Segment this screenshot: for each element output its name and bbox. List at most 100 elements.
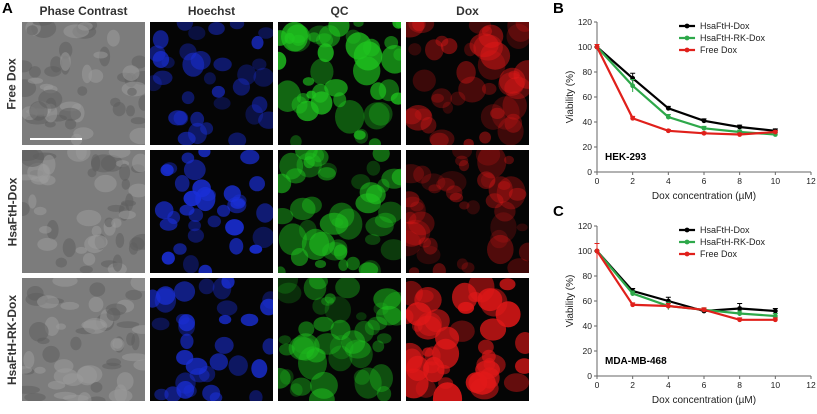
series-line-free dox xyxy=(596,250,776,321)
data-point-hsafth-rk-dox xyxy=(630,83,636,89)
panel-c-letter: C xyxy=(553,203,564,220)
column-header-phase-contrast: Phase Contrast xyxy=(39,4,128,18)
row-label-hsafth-dox: HsaFtH-Dox xyxy=(5,177,20,246)
data-point-free dox xyxy=(594,44,600,50)
y-tick-label: 40 xyxy=(583,117,593,127)
y-tick-label: 120 xyxy=(578,221,592,231)
data-point-free dox xyxy=(665,303,671,309)
legend-marker xyxy=(684,251,690,257)
x-tick-label: 8 xyxy=(737,176,742,186)
legend-marker xyxy=(684,23,690,29)
cell-line-label: HEK-293 xyxy=(605,152,647,163)
data-point-hsafth-dox xyxy=(737,306,743,311)
series-line-free dox xyxy=(596,46,776,136)
legend-label: HsaFtH-RK-Dox xyxy=(700,237,766,247)
y-tick-label: 60 xyxy=(583,92,593,102)
x-axis-label: Dox concentration (µM) xyxy=(652,395,756,406)
data-point-free dox xyxy=(594,248,600,254)
series-line-hsafth-rk-dox xyxy=(596,46,776,136)
y-tick-label: 80 xyxy=(583,271,593,281)
legend-label: HsaFtH-RK-Dox xyxy=(700,33,766,43)
legend-marker xyxy=(684,47,690,53)
legend-marker xyxy=(684,239,690,245)
data-point-hsafth-dox xyxy=(737,124,743,130)
series-line-hsafth-dox xyxy=(596,250,776,313)
data-point-free dox xyxy=(665,128,671,134)
y-tick-label: 100 xyxy=(578,246,592,256)
legend-label: HsaFtH-Dox xyxy=(700,225,750,235)
y-tick-label: 0 xyxy=(587,167,592,177)
x-tick-label: 10 xyxy=(771,380,781,390)
column-header-qc: QC xyxy=(330,4,349,18)
micrograph-phase-contrast-row-1 xyxy=(22,22,145,145)
micrograph-phase-contrast-row-3 xyxy=(22,278,145,401)
y-tick-label: 20 xyxy=(583,142,593,152)
data-point-free dox xyxy=(701,307,707,313)
y-tick-label: 80 xyxy=(583,67,593,77)
data-point-free dox xyxy=(701,130,707,136)
data-point-hsafth-rk-dox xyxy=(772,313,778,319)
y-tick-label: 100 xyxy=(578,42,592,52)
chart-b-hek293: 0 20 40 60 80 100 120 0 2 4 6 8 10 12 Dox concentratio… xyxy=(555,14,817,206)
chart-c-mda-mb-468: 0 20 40 60 80 100 120 0 2 4 6 8 10 12 Dox concentratio… xyxy=(555,218,817,410)
x-tick-label: 12 xyxy=(806,176,816,186)
data-point-hsafth-dox xyxy=(701,118,707,124)
x-tick-label: 10 xyxy=(771,176,781,186)
micrograph-hoechst-row-3 xyxy=(150,278,273,401)
data-point-free dox xyxy=(737,132,743,137)
x-tick-label: 8 xyxy=(737,380,742,390)
data-point-hsafth-rk-dox xyxy=(630,291,636,296)
series-line-hsafth-dox xyxy=(596,46,776,132)
data-point-free dox xyxy=(737,317,743,323)
data-point-free dox xyxy=(772,129,778,135)
row-label-free-dox: Free Dox xyxy=(5,57,20,110)
x-tick-label: 4 xyxy=(666,380,671,390)
x-tick-label: 2 xyxy=(630,380,635,390)
y-axis-label: Viability (%) xyxy=(565,275,576,328)
micrograph-dox-row-3 xyxy=(406,278,529,401)
x-tick-label: 6 xyxy=(702,380,707,390)
chart-b-svg: 0 20 40 60 80 100 120 0 2 4 6 8 10 12 Dox concentratio… xyxy=(565,17,816,202)
y-axis-label: Viability (%) xyxy=(565,71,576,124)
data-point-hsafth-rk-dox xyxy=(737,311,743,316)
micrograph-qc-row-2 xyxy=(278,150,401,273)
y-tick-label: 40 xyxy=(583,321,593,331)
x-tick-label: 4 xyxy=(666,176,671,186)
x-tick-label: 2 xyxy=(630,176,635,186)
data-point-hsafth-dox xyxy=(772,308,778,314)
data-point-hsafth-dox xyxy=(665,105,671,111)
micrograph-hoechst-row-2 xyxy=(150,150,273,273)
chart-c-svg: 0 20 40 60 80 100 120 0 2 4 6 8 10 12 Dox concentratio… xyxy=(565,221,816,406)
y-tick-label: 0 xyxy=(587,371,592,381)
micrograph-hoechst-row-1 xyxy=(150,22,273,145)
y-tick-label: 60 xyxy=(583,296,593,306)
micrograph-phase-contrast-row-2 xyxy=(22,150,145,273)
micrograph-dox-row-1 xyxy=(406,22,529,145)
panel-a-letter: A xyxy=(2,0,13,17)
legend-label: Free Dox xyxy=(700,45,738,55)
data-point-free dox xyxy=(630,115,636,121)
data-point-free dox xyxy=(772,317,778,323)
y-tick-label: 120 xyxy=(578,17,592,27)
legend-marker xyxy=(684,227,690,233)
data-point-free dox xyxy=(630,302,636,308)
y-tick-label: 20 xyxy=(583,346,593,356)
x-tick-label: 12 xyxy=(806,380,816,390)
panel-b-letter: B xyxy=(553,0,564,17)
legend-label: HsaFtH-Dox xyxy=(700,21,750,31)
legend-marker xyxy=(684,35,690,41)
cell-line-label: MDA-MB-468 xyxy=(605,356,667,367)
x-tick-label: 0 xyxy=(595,176,600,186)
column-header-dox: Dox xyxy=(456,4,479,18)
legend-label: Free Dox xyxy=(700,249,738,259)
x-tick-label: 0 xyxy=(595,380,600,390)
micrograph-dox-row-2 xyxy=(406,150,529,273)
micrograph-qc-row-1 xyxy=(278,22,401,145)
column-header-hoechst: Hoechst xyxy=(187,4,236,18)
row-label-hsafth-rk-dox: HsaFtH-RK-Dox xyxy=(5,294,19,385)
data-point-hsafth-rk-dox xyxy=(701,125,707,131)
micrograph-qc-row-3 xyxy=(278,278,401,401)
data-point-hsafth-rk-dox xyxy=(665,114,671,120)
x-axis-label: Dox concentration (µM) xyxy=(652,191,756,202)
x-tick-label: 6 xyxy=(702,176,707,186)
